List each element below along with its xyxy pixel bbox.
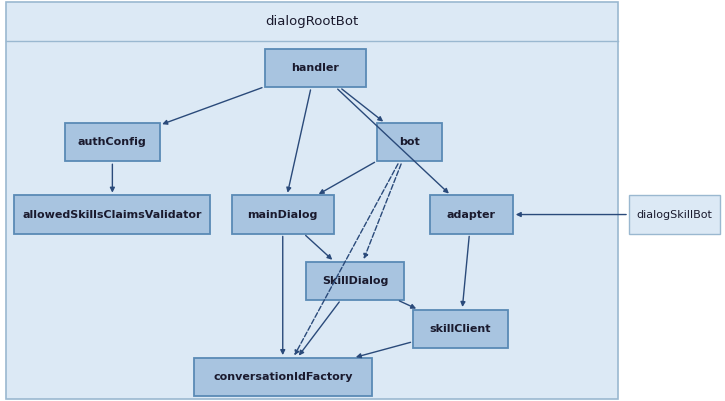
FancyBboxPatch shape <box>306 261 405 300</box>
FancyBboxPatch shape <box>413 310 507 348</box>
Text: authConfig: authConfig <box>78 138 146 147</box>
FancyBboxPatch shape <box>14 195 210 233</box>
Text: allowedSkillsClaimsValidator: allowedSkillsClaimsValidator <box>22 210 202 219</box>
FancyBboxPatch shape <box>194 358 371 396</box>
Text: mainDialog: mainDialog <box>247 210 318 219</box>
FancyBboxPatch shape <box>232 195 334 233</box>
FancyBboxPatch shape <box>265 49 366 87</box>
FancyBboxPatch shape <box>377 124 442 161</box>
FancyBboxPatch shape <box>429 195 513 233</box>
Text: dialogRootBot: dialogRootBot <box>265 15 359 28</box>
Text: handler: handler <box>291 63 339 73</box>
Text: bot: bot <box>399 138 420 147</box>
FancyBboxPatch shape <box>6 2 618 399</box>
Text: dialogSkillBot: dialogSkillBot <box>637 210 712 219</box>
FancyBboxPatch shape <box>629 195 719 233</box>
Text: SkillDialog: SkillDialog <box>322 276 389 286</box>
FancyBboxPatch shape <box>65 124 160 161</box>
Text: conversationIdFactory: conversationIdFactory <box>213 372 352 382</box>
Text: adapter: adapter <box>447 210 496 219</box>
Text: skillClient: skillClient <box>430 324 491 334</box>
